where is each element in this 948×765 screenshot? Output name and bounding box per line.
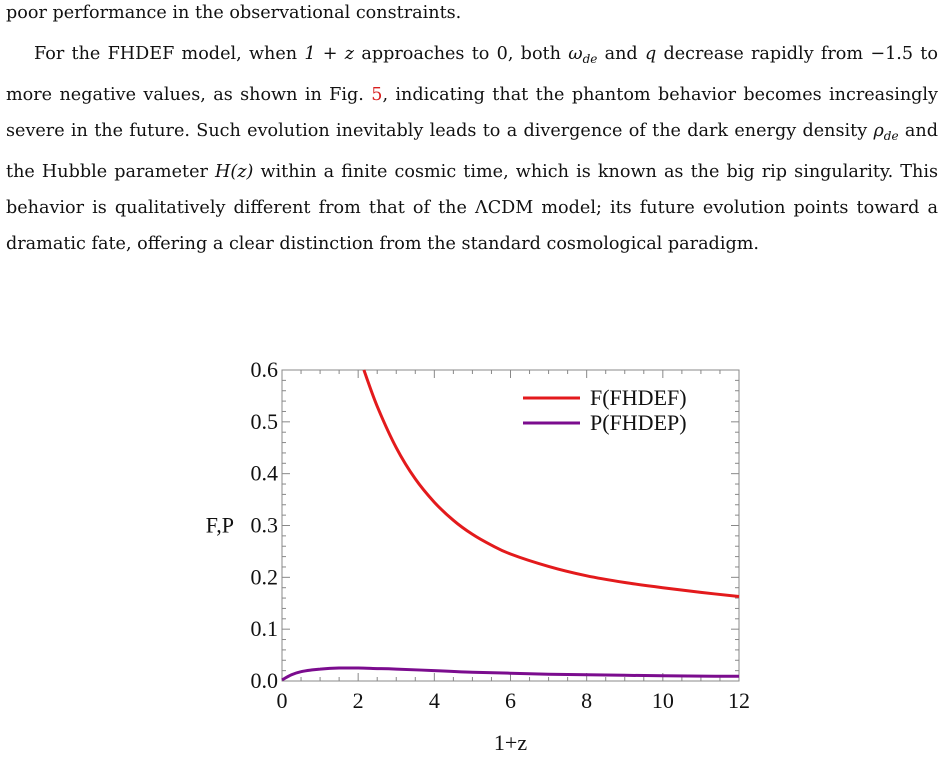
x-tick-label: 12: [728, 688, 750, 713]
paragraph-intro-end: poor performance in the observational co…: [6, 0, 938, 26]
x-tick-label: 4: [429, 688, 440, 713]
series-layer: [281, 369, 740, 682]
series-line-p-fhdep: [281, 666, 740, 682]
x-tick-label: 8: [581, 688, 592, 713]
series-line-f-fhdef: [362, 369, 740, 598]
legend-label: P(FHDEP): [590, 410, 687, 435]
figure-reference-link[interactable]: 5: [371, 85, 383, 105]
y-tick-labels: 0.0 0.1 0.2 0.3 0.4 0.5 0.6: [251, 357, 279, 693]
text-run: For the FHDEF model, when: [34, 44, 305, 64]
paragraph-fhdef: For the FHDEF model, when 1 + z approach…: [6, 36, 938, 262]
y-tick-label: 0.4: [251, 461, 279, 486]
y-tick-label: 0.1: [251, 616, 279, 641]
math-rho-de: ρde: [873, 121, 899, 143]
text-run: and the Hubble parameter: [6, 121, 938, 182]
math-q: q: [644, 44, 657, 64]
y-axis-label: F,P: [206, 513, 234, 538]
x-tick-labels: 0 2 4 6 8 10 12: [277, 688, 751, 713]
plot-area: [281, 369, 740, 682]
text-run: within a finite cosmic time, which is kn…: [6, 162, 938, 254]
text-line: poor performance in the observational co…: [6, 3, 462, 23]
y-tick-label: 0.2: [251, 564, 279, 589]
math-1-plus-z: 1 + z: [304, 44, 355, 64]
x-tick-label: 10: [652, 688, 674, 713]
legend: F(FHDEF)P(FHDEP): [523, 385, 687, 435]
text-run: approaches to 0, both: [354, 44, 569, 64]
y-tick-label: 0.6: [251, 357, 279, 382]
y-tick-label: 0.0: [251, 668, 279, 693]
y-tick-label: 0.3: [251, 513, 279, 538]
x-tick-label: 2: [353, 688, 364, 713]
math-omega-de: ωde: [568, 44, 598, 66]
text-run: , indicating that the phantom behavior b…: [6, 85, 938, 141]
math-hubble-h: H(z): [215, 162, 254, 182]
y-tick-label: 0.5: [251, 409, 279, 434]
minor-ticks: [282, 370, 739, 681]
legend-label: F(FHDEF): [590, 385, 687, 410]
text-run: and: [597, 44, 645, 64]
text-run: decrease rapidly from −1.5 to more negat…: [6, 44, 938, 105]
x-tick-label: 0: [277, 688, 288, 713]
x-tick-label: 6: [505, 688, 516, 713]
x-axis-label: 1+z: [494, 730, 527, 755]
body-text: poor performance in the observational co…: [6, 0, 938, 262]
